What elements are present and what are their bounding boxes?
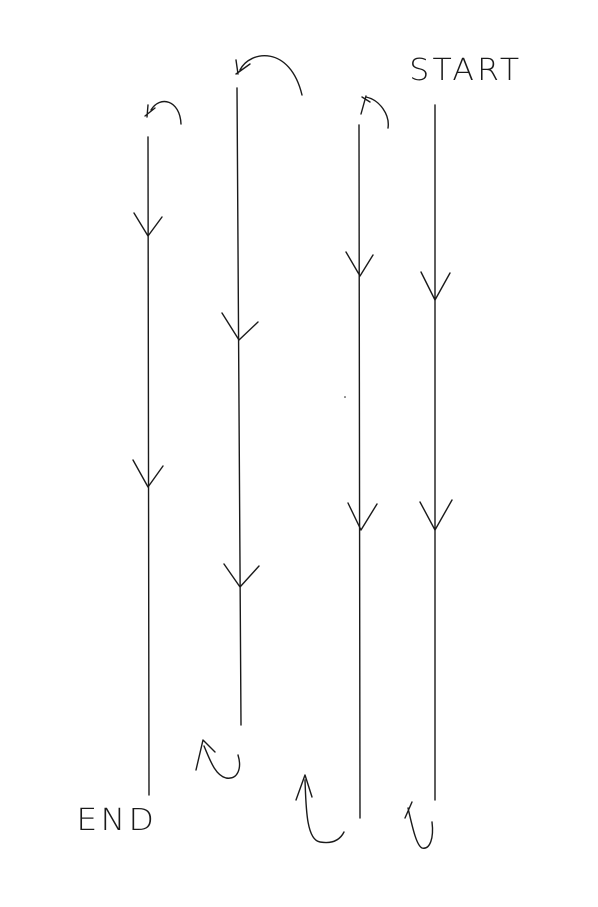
u-turn-arrow-icon xyxy=(235,55,303,96)
down-arrow-icon xyxy=(419,499,453,531)
down-arrow-icon xyxy=(347,502,378,531)
u-turn-arrow-icon xyxy=(195,739,241,779)
u-turn-arrow-icon xyxy=(295,774,345,844)
column-2-line xyxy=(236,87,242,726)
down-arrow-icon xyxy=(345,251,374,277)
down-arrow-icon xyxy=(223,563,260,588)
u-turn-arrow-icon xyxy=(360,95,389,129)
end-label: END xyxy=(76,803,158,838)
column-2 xyxy=(195,55,303,779)
down-arrow-icon xyxy=(221,312,259,341)
column-end-line xyxy=(147,136,150,796)
column-end xyxy=(132,100,182,796)
down-arrow-icon xyxy=(420,271,451,301)
column-start xyxy=(404,104,453,849)
column-3 xyxy=(295,95,389,844)
u-turn-arrow-icon xyxy=(144,100,182,125)
start-label: START xyxy=(409,53,523,88)
ink-dot xyxy=(344,396,346,398)
down-arrow-icon xyxy=(133,212,163,237)
column-3-line xyxy=(358,124,361,819)
down-arrow-icon xyxy=(132,459,164,488)
u-turn-arrow-icon xyxy=(404,801,434,849)
